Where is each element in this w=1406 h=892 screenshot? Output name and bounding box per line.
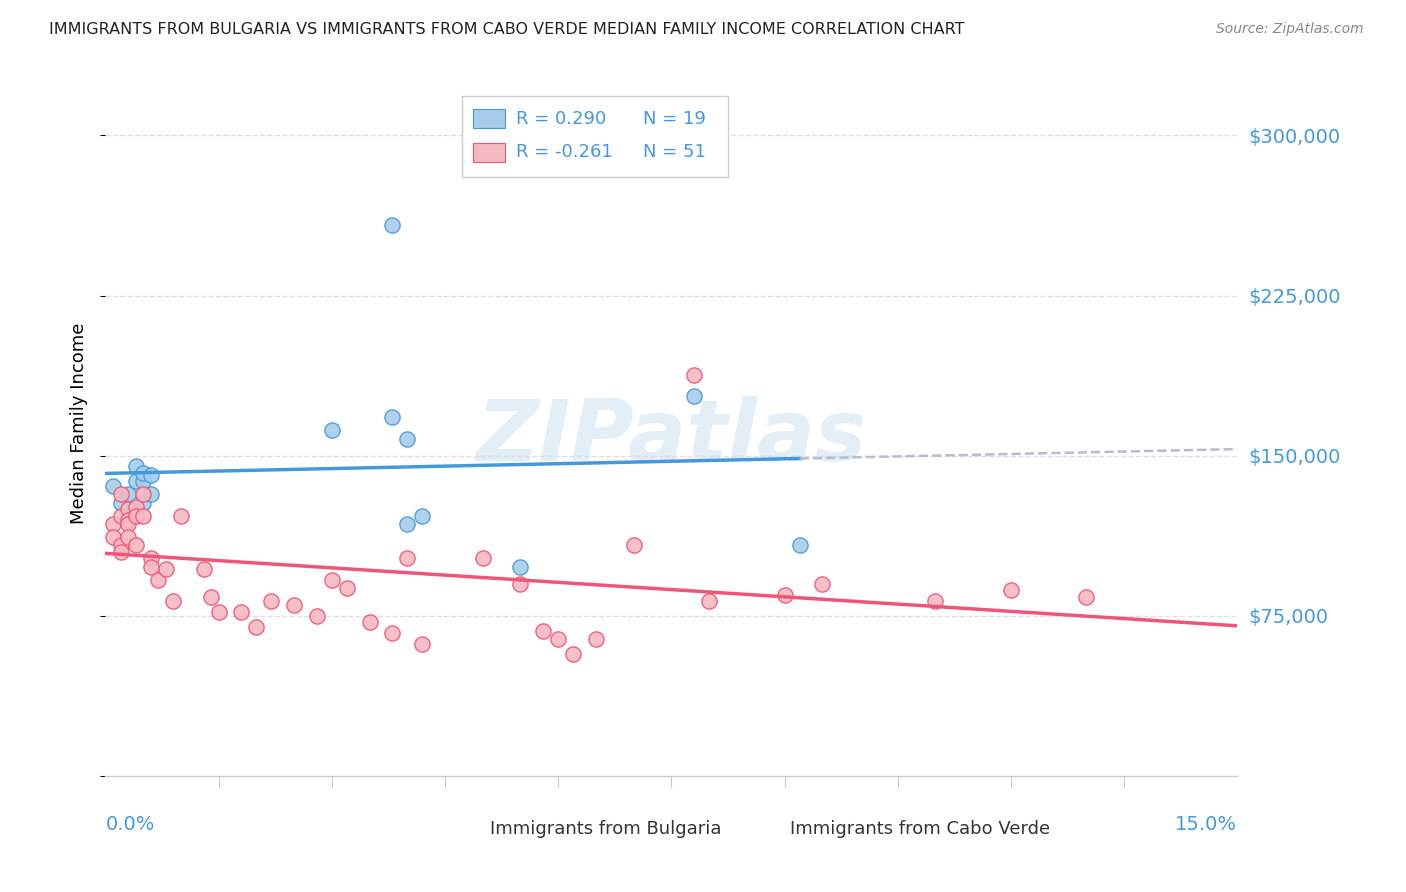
Point: [396, 551, 419, 566]
Point: [117, 502, 139, 516]
Point: [162, 594, 184, 608]
Point: [509, 577, 531, 591]
Y-axis label: Median Family Income: Median Family Income: [70, 323, 89, 524]
Point: [411, 637, 433, 651]
Text: Immigrants from Bulgaria: Immigrants from Bulgaria: [491, 820, 721, 838]
Point: [381, 626, 404, 640]
Point: [132, 475, 155, 489]
Text: Source: ZipAtlas.com: Source: ZipAtlas.com: [1216, 22, 1364, 37]
Point: [321, 573, 343, 587]
Point: [132, 466, 155, 480]
Point: [381, 218, 404, 232]
Text: R = -0.261: R = -0.261: [516, 144, 613, 161]
Point: [101, 517, 124, 532]
Point: [683, 368, 706, 382]
Point: [245, 619, 267, 633]
Point: [139, 487, 162, 501]
Point: [1076, 590, 1098, 604]
Point: [321, 423, 343, 437]
Point: [139, 559, 162, 574]
Point: [124, 500, 146, 514]
Point: [124, 508, 146, 523]
Point: [623, 538, 645, 552]
Point: [1000, 583, 1022, 598]
Point: [110, 487, 132, 501]
Point: [117, 517, 139, 532]
Point: [155, 562, 177, 576]
Point: [231, 605, 253, 619]
Point: [697, 594, 720, 608]
Point: [139, 467, 162, 482]
Point: [789, 538, 811, 552]
Point: [132, 487, 155, 501]
Point: [170, 508, 193, 523]
Point: [148, 573, 170, 587]
Point: [305, 608, 328, 623]
Point: [139, 551, 162, 566]
Point: [547, 632, 569, 647]
Point: [208, 605, 231, 619]
Point: [471, 551, 494, 566]
Point: [773, 588, 796, 602]
Point: [924, 594, 946, 608]
FancyBboxPatch shape: [463, 96, 728, 177]
Point: [585, 632, 607, 647]
Point: [110, 496, 132, 510]
Point: [411, 508, 433, 523]
Text: R = 0.290: R = 0.290: [516, 110, 606, 128]
Point: [359, 615, 381, 630]
Point: [132, 496, 155, 510]
Bar: [451, 819, 482, 838]
Point: [509, 559, 531, 574]
Point: [110, 508, 132, 523]
Point: [117, 530, 139, 544]
Point: [396, 517, 419, 532]
Bar: [751, 819, 782, 838]
Point: [124, 459, 146, 474]
Point: [110, 545, 132, 559]
Point: [132, 508, 155, 523]
Point: [531, 624, 554, 638]
Point: [117, 487, 139, 501]
Point: [101, 530, 124, 544]
Point: [562, 648, 585, 662]
Text: IMMIGRANTS FROM BULGARIA VS IMMIGRANTS FROM CABO VERDE MEDIAN FAMILY INCOME CORR: IMMIGRANTS FROM BULGARIA VS IMMIGRANTS F…: [49, 22, 965, 37]
Text: ZIPatlas: ZIPatlas: [477, 396, 866, 479]
Text: Immigrants from Cabo Verde: Immigrants from Cabo Verde: [790, 820, 1050, 838]
Text: 0.0%: 0.0%: [105, 814, 155, 834]
Point: [381, 410, 404, 425]
Point: [811, 577, 834, 591]
Text: 15.0%: 15.0%: [1175, 814, 1237, 834]
Point: [396, 432, 419, 446]
Point: [124, 538, 146, 552]
Point: [683, 389, 706, 403]
Point: [101, 478, 124, 492]
Point: [117, 513, 139, 527]
Text: N = 19: N = 19: [643, 110, 706, 128]
Point: [110, 538, 132, 552]
Bar: [474, 109, 505, 128]
Point: [336, 581, 359, 595]
Text: N = 51: N = 51: [643, 144, 706, 161]
Point: [260, 594, 283, 608]
Point: [283, 598, 305, 612]
Point: [124, 475, 146, 489]
Point: [200, 590, 222, 604]
Point: [193, 562, 215, 576]
Bar: [474, 143, 505, 162]
